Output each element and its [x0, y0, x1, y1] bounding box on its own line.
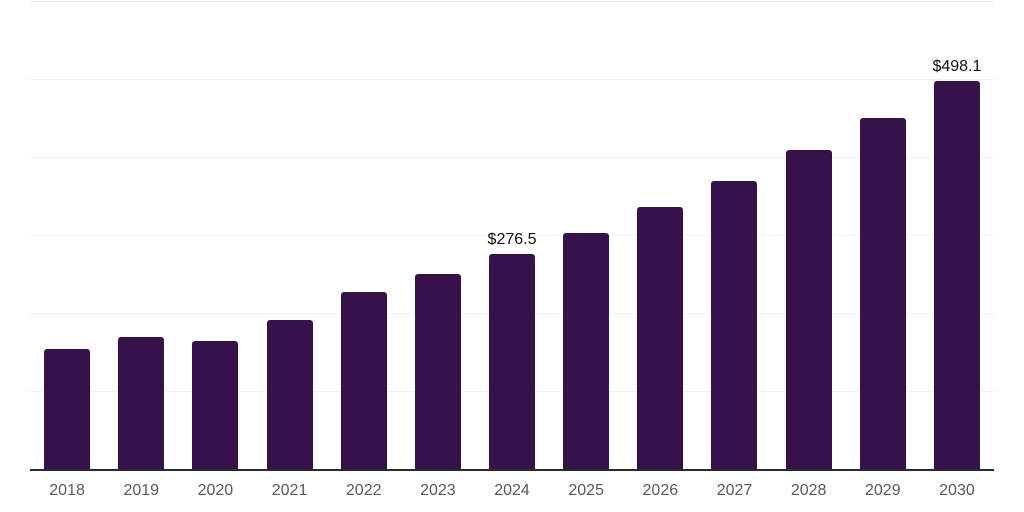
bar-slot-2021 — [252, 0, 326, 470]
bar-slot-2023 — [401, 0, 475, 470]
bar-slot-2028 — [772, 0, 846, 470]
bar-2030 — [933, 81, 980, 470]
bar-2028 — [785, 149, 832, 470]
data-label-2024: $276.5 — [487, 230, 537, 248]
gridline-400 — [30, 157, 994, 158]
x-tick-2027: 2027 — [716, 482, 753, 499]
x-axis-line — [30, 469, 994, 471]
bar-slot-2027 — [697, 0, 771, 470]
bar-slot-2029 — [846, 0, 920, 470]
bar-slot-2022 — [327, 0, 401, 470]
x-tick-2019: 2019 — [123, 482, 160, 499]
bar-slot-2020 — [178, 0, 252, 470]
plot-area: $276.5 $498.1 — [30, 0, 994, 470]
bar-2024 — [489, 254, 536, 470]
x-tick-2026: 2026 — [642, 482, 679, 499]
bar-2025 — [563, 232, 610, 470]
x-tick-2021: 2021 — [271, 482, 308, 499]
x-axis-tick-labels: 2018 2019 2020 2021 2022 2023 2024 2025 2026 2027… — [30, 481, 994, 500]
x-tick-2018: 2018 — [49, 482, 85, 499]
bar-2021 — [266, 320, 313, 470]
bar-2019 — [118, 337, 165, 470]
bar-2029 — [859, 118, 906, 470]
bar-2026 — [637, 207, 684, 470]
x-tick-2020: 2020 — [197, 482, 234, 499]
data-label-2030: $498.1 — [932, 57, 982, 75]
bar-2018 — [44, 349, 91, 470]
bar-2020 — [192, 341, 239, 470]
x-tick-2030: 2030 — [939, 482, 975, 499]
bar-2023 — [414, 274, 461, 470]
bar-2022 — [340, 291, 387, 470]
bar-slot-2025 — [549, 0, 623, 470]
x-tick-2025: 2025 — [568, 482, 604, 499]
bar-slot-2026 — [623, 0, 697, 470]
bar-slot-2019 — [104, 0, 178, 470]
bar-slot-2018 — [30, 0, 104, 470]
gridline-500 — [30, 79, 994, 80]
x-tick-2022: 2022 — [345, 482, 382, 499]
x-tick-2028: 2028 — [790, 482, 827, 499]
bar-slot-2024: $276.5 — [475, 0, 549, 470]
gridline-300 — [30, 235, 994, 236]
bar-2027 — [711, 181, 758, 470]
bars-container: $276.5 $498.1 — [30, 0, 994, 470]
x-tick-2024: 2024 — [494, 482, 530, 499]
bar-slot-2030: $498.1 — [920, 0, 994, 470]
x-tick-2023: 2023 — [420, 482, 456, 499]
gridline-600 — [30, 1, 994, 2]
x-tick-2029: 2029 — [865, 482, 901, 499]
